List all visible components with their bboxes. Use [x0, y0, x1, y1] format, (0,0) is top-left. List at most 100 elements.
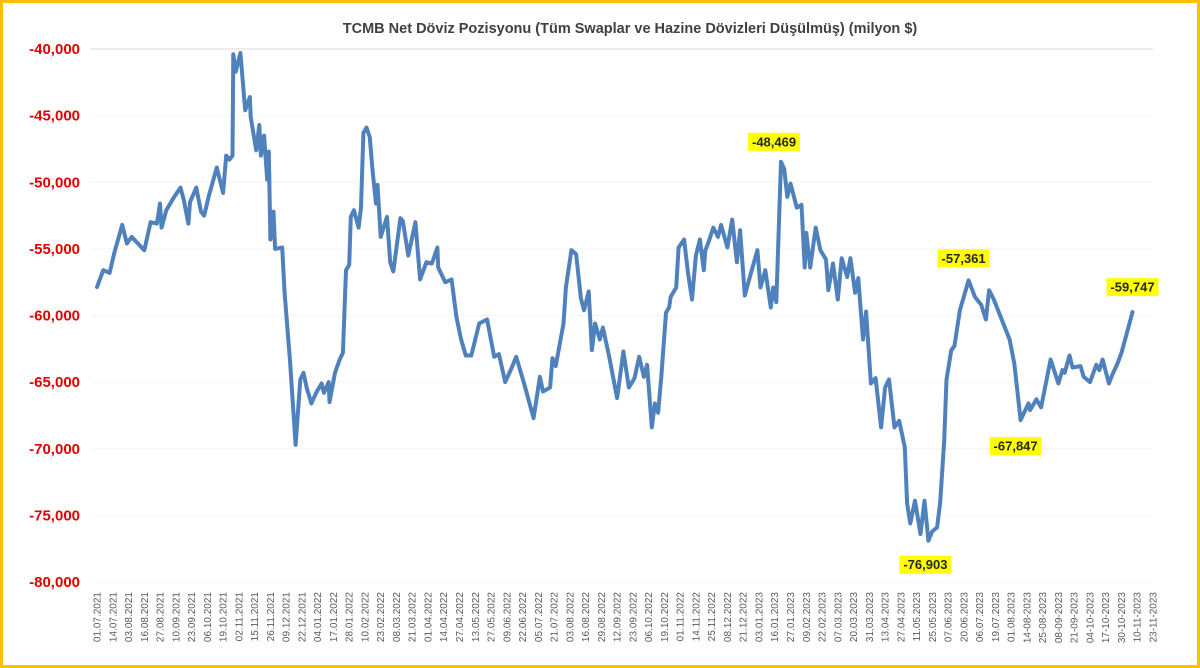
x-tick-label: 12.09.2022 [613, 592, 624, 642]
x-tick-label: 16.08.2022 [581, 592, 592, 642]
x-tick-label: 09.02.2023 [802, 592, 813, 642]
x-tick-label: 01.04.2022 [423, 592, 434, 642]
x-tick-label: 27.01.2023 [786, 592, 797, 642]
y-tick-label: -75,000 [29, 507, 80, 524]
data-label-text: -48,469 [752, 134, 796, 149]
y-axis-ticks: -40,000 -45,000 -50,000 -55,000 -60,000 -65,0… [29, 41, 80, 591]
x-tick-label: 29.08.2022 [597, 592, 608, 642]
x-tick-label: 27.04.2023 [896, 592, 907, 642]
x-tick-label: 05.07.2022 [534, 592, 545, 642]
x-tick-label: 26.11.2021 [266, 592, 277, 642]
x-tick-label: 14.07.2021 [108, 592, 119, 642]
data-label: -59,747 [1106, 278, 1159, 297]
y-tick-label: -50,000 [29, 174, 80, 191]
x-tick-label: 20.06.2023 [959, 592, 970, 642]
x-tick-label: 21.03.2022 [408, 592, 419, 642]
x-tick-label: 19.07.2023 [991, 592, 1002, 642]
x-tick-label: 08-09-2023 [1054, 592, 1065, 644]
x-tick-label: 22.02.2023 [818, 592, 829, 642]
x-tick-label: 27.05.2022 [487, 592, 498, 642]
x-tick-label: 16.08.2021 [140, 592, 151, 642]
x-tick-label: 03.01.2023 [754, 592, 765, 642]
data-label: -67,847 [989, 437, 1042, 456]
x-tick-label: 28.01.2022 [345, 592, 356, 642]
x-tick-label: 30-10-2023 [1117, 592, 1128, 644]
x-tick-label: 01.08.2023 [1007, 592, 1018, 642]
x-tick-label: 25.05.2023 [928, 592, 939, 642]
x-tick-label: 01.07.2021 [93, 592, 104, 642]
data-label: -76,903 [899, 555, 952, 574]
x-tick-label: 21.07.2022 [550, 592, 561, 642]
x-tick-label: 14.04.2022 [439, 592, 450, 642]
annotations: -48,469 -57,361 -59,747 -67,847 -76,903 [748, 132, 1159, 574]
x-tick-label: 27.04.2022 [455, 592, 466, 642]
x-tick-label: 22.06.2022 [518, 592, 529, 642]
x-tick-label: 25-08-2023 [1038, 592, 1049, 644]
data-label-background [899, 555, 952, 574]
data-label: -48,469 [748, 132, 801, 151]
x-tick-label: 09.12.2021 [282, 592, 293, 642]
x-tick-label: 16.01.2023 [770, 592, 781, 642]
y-tick-label: -65,000 [29, 374, 80, 391]
x-axis-ticks: 01.07.2021 14.07.2021 03.08.2021 16.08.2021… [93, 592, 1160, 644]
x-tick-label: 14-08-2023 [1022, 592, 1033, 644]
x-tick-label: 21.12.2022 [739, 592, 750, 642]
gridlines [91, 48, 1153, 583]
x-tick-label: 07.03.2023 [833, 592, 844, 642]
x-tick-label: 11.05.2023 [912, 592, 923, 642]
data-label-background [1106, 278, 1159, 297]
y-tick-label: -60,000 [29, 308, 80, 325]
x-tick-label: 08.12.2022 [723, 592, 734, 642]
data-label-text: -59,747 [1110, 280, 1154, 295]
x-tick-label: 06.10.2022 [644, 592, 655, 642]
y-tick-label: -55,000 [29, 241, 80, 258]
x-tick-label: 22.12.2021 [297, 592, 308, 642]
series-layer [95, 51, 1135, 543]
x-tick-label: 23.09.2021 [187, 592, 198, 642]
x-tick-label: 19.10.2022 [660, 592, 671, 642]
x-tick-label: 25.11.2022 [707, 592, 718, 642]
chart-title: TCMB Net Döviz Pozisyonu (Tüm Swaplar ve… [343, 21, 918, 37]
data-label: -57,361 [937, 249, 990, 268]
x-tick-label: 19.10.2021 [219, 592, 230, 642]
data-label-background [989, 437, 1042, 456]
x-tick-label: 08.03.2022 [392, 592, 403, 642]
x-tick-label: 03.08.2021 [124, 592, 135, 642]
x-tick-label: 23-11-2023 [1149, 592, 1160, 643]
x-tick-label: 13.04.2023 [881, 592, 892, 642]
x-tick-label: 21-09-2023 [1070, 592, 1081, 644]
data-label-text: -67,847 [994, 439, 1038, 454]
x-tick-label: 04.01.2022 [313, 592, 324, 642]
x-tick-label: 15.11.2021 [250, 592, 261, 642]
y-tick-label: -70,000 [29, 441, 80, 458]
x-tick-label: 23.09.2022 [628, 592, 639, 642]
x-tick-label: 14.11.2022 [691, 592, 702, 642]
x-tick-label: 13.05.2022 [471, 592, 482, 642]
x-tick-label: 06.07.2023 [975, 592, 986, 642]
x-tick-label: 06.10.2021 [203, 592, 214, 642]
x-tick-label: 02.11.2021 [234, 592, 245, 642]
x-tick-label: 04-10-2023 [1085, 592, 1096, 644]
x-tick-label: 23.02.2022 [376, 592, 387, 642]
x-tick-label: 09.06.2022 [502, 592, 513, 642]
x-tick-label: 01.11.2022 [676, 592, 687, 642]
data-label-background [937, 249, 990, 268]
y-tick-label: -45,000 [29, 108, 80, 125]
x-tick-label: 27.08.2021 [156, 592, 167, 642]
series-line [95, 51, 1135, 543]
x-tick-label: 10.09.2021 [171, 592, 182, 642]
x-tick-label: 17-10-2023 [1101, 592, 1112, 644]
x-tick-label: 10.02.2022 [360, 592, 371, 642]
y-tick-label: -40,000 [29, 41, 80, 58]
data-label-background [748, 132, 801, 151]
x-tick-label: 17.01.2022 [329, 592, 340, 642]
x-tick-label: 10-11-2023 [1133, 592, 1144, 643]
data-label-text: -76,903 [903, 557, 947, 572]
data-label-text: -57,361 [942, 251, 986, 266]
x-tick-label: 20.03.2023 [849, 592, 860, 642]
x-tick-label: 03.08.2022 [565, 592, 576, 642]
x-tick-label: 07.06.2023 [944, 592, 955, 642]
x-tick-label: 31.03.2023 [865, 592, 876, 642]
y-tick-label: -80,000 [29, 574, 80, 591]
